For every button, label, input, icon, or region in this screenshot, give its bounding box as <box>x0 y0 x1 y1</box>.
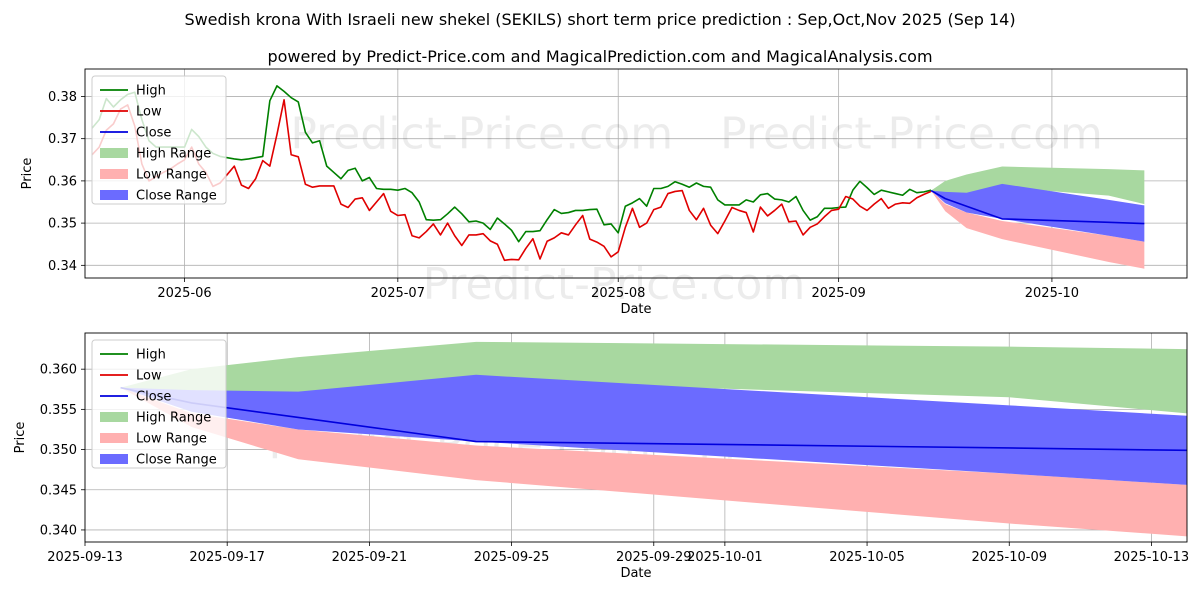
watermark-text: Predict-Price.com <box>423 259 806 310</box>
legend-label: Close Range <box>136 453 217 468</box>
legend-label: Low Range <box>136 432 207 447</box>
x-tick-label: 2025-08 <box>591 286 645 301</box>
x-tick-label: 2025-10 <box>1025 286 1079 301</box>
legend-label: High <box>136 348 166 363</box>
y-axis-label: Price <box>13 422 28 454</box>
legend-label: Close <box>136 390 171 405</box>
chart-subtitle: powered by Predict-Price.com and Magical… <box>267 47 932 66</box>
chart-title: Swedish krona With Israeli new shekel (S… <box>184 10 1015 29</box>
y-tick-label: 0.38 <box>48 90 77 105</box>
legend-label: Close <box>136 126 171 141</box>
close-range-band <box>120 374 1187 485</box>
high-range-band <box>931 166 1145 205</box>
legend: High Low Close High Range Low Range Close Ran… <box>91 75 227 205</box>
y-tick-label: 0.360 <box>40 363 77 378</box>
legend-patch-swatch <box>100 433 128 443</box>
x-axis-label: Date <box>620 302 651 317</box>
watermark-text: Predict-Price.com <box>720 108 1103 159</box>
x-tick-label: 2025-09-13 <box>47 550 123 565</box>
x-tick-label: 2025-09-25 <box>474 550 550 565</box>
y-tick-label: 0.37 <box>48 132 77 147</box>
high-series-line <box>91 85 932 243</box>
x-axis-label: Date <box>620 566 651 581</box>
legend-patch-swatch <box>100 454 128 464</box>
x-tick-label: 2025-06 <box>157 286 211 301</box>
legend-label: High Range <box>136 411 211 426</box>
legend-label: Close Range <box>136 189 217 204</box>
y-tick-label: 0.34 <box>48 259 77 274</box>
high-range-band <box>120 341 1187 414</box>
y-tick-label: 0.36 <box>48 174 77 189</box>
y-tick-label: 0.350 <box>40 443 77 458</box>
close-forecast-line <box>930 189 1145 225</box>
close-range-band <box>931 183 1145 242</box>
legend-patch-swatch <box>100 169 128 179</box>
y-tick-label: 0.345 <box>40 483 77 498</box>
legend-label: High <box>136 84 166 99</box>
plot-frame <box>84 332 1188 543</box>
y-tick-label: 0.355 <box>40 403 77 418</box>
x-tick-label: 2025-10-05 <box>829 550 905 565</box>
legend-patch-swatch <box>100 190 128 200</box>
y-tick-label: 0.35 <box>48 217 77 232</box>
x-tick-label: 2025-09-29 <box>616 550 692 565</box>
plot-area <box>120 341 1187 537</box>
low-range-band <box>120 387 1187 537</box>
y-tick-label: 0.340 <box>40 523 77 538</box>
y-axis-label: Price <box>20 158 35 190</box>
legend-patch-swatch <box>100 412 128 422</box>
x-tick-label: 2025-09-21 <box>332 550 408 565</box>
legend-label: Low Range <box>136 168 207 183</box>
legend-label: Low <box>136 105 162 120</box>
legend-label: High Range <box>136 147 211 162</box>
low-series-line <box>91 99 932 262</box>
x-tick-label: 2025-07 <box>371 286 425 301</box>
legend: High Low Close High Range Low Range Close Ran… <box>91 339 227 469</box>
low-range-band <box>931 190 1145 269</box>
plot-area <box>91 85 1145 269</box>
x-tick-label: 2025-09-17 <box>189 550 265 565</box>
legend-patch-swatch <box>100 148 128 158</box>
watermark-text: Predict-Price.com <box>290 108 673 159</box>
bottom-panel: 2025-09-13 2025-09-17 2025-09-21 2025-09-25… <box>13 332 1190 581</box>
x-tick-label: 2025-10-01 <box>687 550 763 565</box>
legend-label: Low <box>136 369 162 384</box>
plot-frame <box>84 68 1188 279</box>
x-tick-label: 2025-09 <box>811 286 865 301</box>
x-tick-label: 2025-10-09 <box>971 550 1047 565</box>
top-panel: 2025-06 2025-07 2025-08 2025-09 2025-10 0.34 0… <box>20 68 1188 317</box>
x-tick-label: 2025-10-13 <box>1114 550 1190 565</box>
